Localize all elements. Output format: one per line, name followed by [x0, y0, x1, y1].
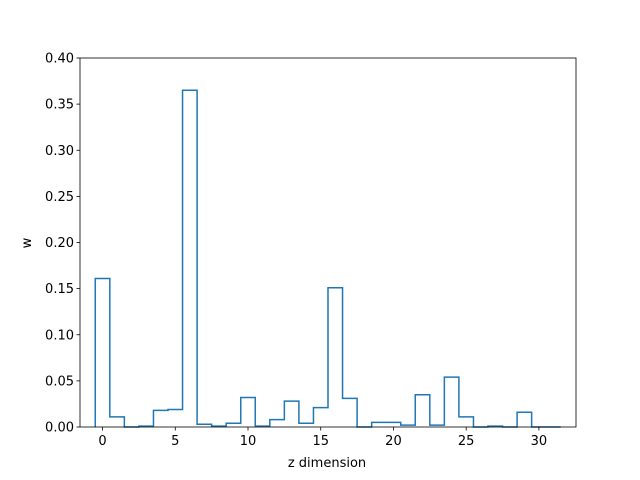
histogram-bin: [372, 422, 387, 427]
x-axis-ticks: 0 5 10 15 20 25 30: [98, 427, 547, 449]
x-axis-label: z dimension: [288, 456, 366, 471]
y-tick-label: 0.00: [45, 421, 74, 436]
histogram-bin: [517, 412, 532, 427]
y-axis-label: w: [20, 237, 35, 248]
x-tick-label: 15: [312, 434, 329, 449]
x-tick-label: 20: [385, 434, 402, 449]
histogram-bin: [270, 420, 285, 427]
histogram-bin: [168, 409, 183, 427]
plot-area: [94, 89, 561, 428]
histogram-bin: [343, 398, 358, 427]
histogram-bin: [183, 90, 198, 427]
histogram-bin: [459, 417, 474, 427]
x-tick-label: 5: [171, 434, 179, 449]
y-tick-label: 0.30: [45, 144, 74, 159]
histogram-bin: [153, 410, 168, 427]
y-tick-label: 0.35: [45, 98, 74, 113]
histogram-step-line: [94, 89, 561, 428]
y-tick-label: 0.15: [45, 282, 74, 297]
histogram-bin: [197, 424, 212, 427]
y-tick-label: 0.05: [45, 374, 74, 389]
histogram-bin: [284, 401, 299, 427]
histogram-bin: [313, 408, 328, 427]
histogram-bin: [299, 423, 314, 427]
histogram-bin: [110, 417, 125, 427]
histogram-bin: [241, 397, 256, 427]
y-tick-label: 0.40: [45, 52, 74, 67]
y-axis-ticks: 0.00 0.05 0.10 0.15 0.20 0.25 0.30 0.35 0.40: [45, 52, 80, 436]
y-tick-label: 0.25: [45, 190, 74, 205]
histogram-bin: [415, 395, 430, 427]
axes-frame: [79, 57, 577, 428]
histogram-bin: [226, 423, 241, 427]
x-tick-label: 25: [458, 434, 475, 449]
x-tick-label: 10: [240, 434, 257, 449]
histogram-bin: [386, 422, 401, 427]
x-tick-label: 30: [531, 434, 548, 449]
y-tick-label: 0.20: [45, 236, 74, 251]
histogram-bin: [444, 377, 459, 427]
y-tick-label: 0.10: [45, 328, 74, 343]
x-tick-label: 0: [98, 434, 106, 449]
histogram-bin: [328, 288, 343, 427]
histogram-bin: [95, 278, 110, 427]
